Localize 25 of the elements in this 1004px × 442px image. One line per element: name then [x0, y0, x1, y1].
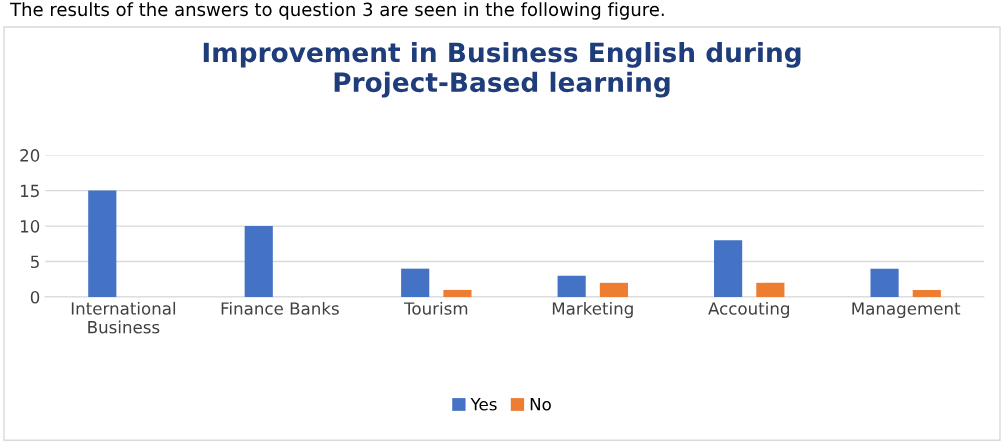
- bar: [244, 226, 273, 298]
- legend-label: No: [530, 398, 551, 411]
- y-tick-label: 5: [31, 255, 39, 269]
- chart-title: Improvement in Business English during Project-Based learning: [203, 41, 801, 98]
- y-tick-label: 10: [20, 220, 40, 233]
- bar: [714, 240, 743, 298]
- x-tick-label: Marketing: [552, 301, 633, 319]
- text: The results of the answers to question 3 are seen in the following figure.: [9, 2, 664, 20]
- bar: [599, 282, 628, 298]
- bar: [756, 282, 785, 298]
- bar: [912, 289, 941, 298]
- x-tick-label: Tourism: [404, 301, 468, 315]
- y-tick-label: 15: [20, 184, 39, 198]
- bar: [88, 190, 117, 298]
- bar: [401, 268, 430, 298]
- x-tick-label: International Business: [71, 301, 176, 334]
- x-tick-label: Management: [852, 302, 961, 319]
- x-tick-label: Finance Banks: [221, 301, 339, 315]
- bar: [870, 268, 899, 298]
- bar: [557, 275, 586, 298]
- y-tick-label: 0: [30, 290, 40, 304]
- legend-label: Yes: [470, 398, 497, 411]
- bar: [443, 289, 472, 298]
- y-tick-label: 20: [20, 149, 40, 162]
- x-tick-label: Accouting: [708, 301, 789, 319]
